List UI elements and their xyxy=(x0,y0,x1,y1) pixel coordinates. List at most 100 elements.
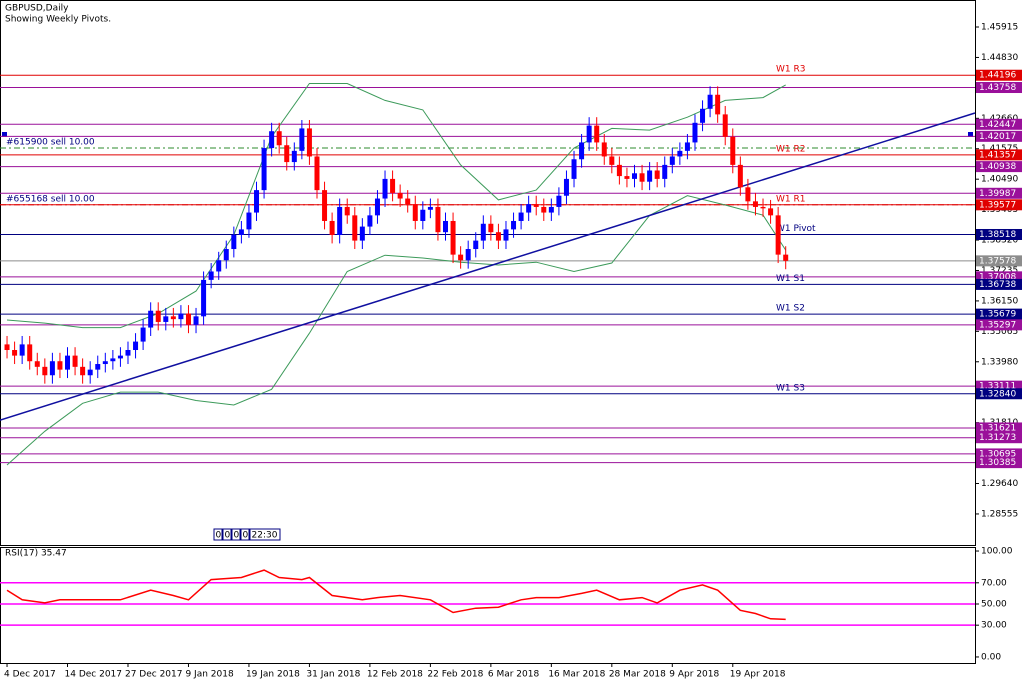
price-tag-label: 1.41357 xyxy=(979,150,1016,160)
candle-body xyxy=(201,279,207,317)
timer-label: 0 xyxy=(234,531,240,541)
x-tick-label: 6 Mar 2018 xyxy=(488,670,540,680)
x-tick-label: 12 Feb 2018 xyxy=(367,670,423,680)
candle-body xyxy=(563,178,569,196)
candle-body xyxy=(80,366,86,376)
price-tag xyxy=(976,187,1022,199)
price-panel-frame xyxy=(0,0,976,546)
timer-label: 0 xyxy=(243,531,249,541)
candle-body xyxy=(541,206,547,213)
timer-box xyxy=(222,528,232,541)
bollinger-lower xyxy=(6,195,787,466)
bollinger-upper xyxy=(6,83,786,329)
pivot-name: W1 S2 xyxy=(776,304,805,314)
price-tag xyxy=(976,118,1022,130)
price-tag xyxy=(976,432,1022,444)
price-tag-label: 1.32840 xyxy=(979,389,1016,399)
price-tag-label: 1.36738 xyxy=(979,280,1016,290)
candle-body xyxy=(745,187,751,202)
y-tick-label: 1.44830 xyxy=(981,53,1018,63)
candle-body xyxy=(503,229,509,241)
candle-body xyxy=(185,313,191,325)
rsi-title: RSI(17) 35.47 xyxy=(5,549,67,559)
pivot-name: W1 S3 xyxy=(776,383,805,393)
chart-subtitle: Showing Weekly Pivots. xyxy=(5,15,111,25)
candle-body xyxy=(102,361,108,365)
price-tag xyxy=(976,199,1022,211)
x-tick-label: 22 Feb 2018 xyxy=(427,670,483,680)
y-tick-label: 1.38320 xyxy=(981,236,1018,246)
candle-body xyxy=(632,173,638,179)
price-tag-label: 1.38518 xyxy=(979,230,1016,240)
candle-body xyxy=(405,198,411,205)
candle-body xyxy=(337,206,343,235)
pivot-name: W1 R2 xyxy=(776,144,805,154)
candle-body xyxy=(110,358,116,362)
order-label: #655168 sell 10.00 xyxy=(6,194,95,204)
candle-body xyxy=(140,327,146,342)
price-tag-label: 1.30695 xyxy=(979,449,1016,459)
price-tag-label: 1.35679 xyxy=(979,310,1016,320)
candle-body xyxy=(178,313,184,320)
candle-body xyxy=(465,249,471,261)
timer-box xyxy=(240,528,250,541)
candle-body xyxy=(87,369,93,376)
y-tick-label: 50.00 xyxy=(981,599,1007,609)
candle-body xyxy=(163,316,169,322)
candle-body xyxy=(261,148,267,191)
price-tag xyxy=(976,380,1022,392)
candle-body xyxy=(624,176,630,179)
order-label: #615900 sell 10.00 xyxy=(6,138,95,148)
candle-body xyxy=(533,204,539,207)
candle-body xyxy=(4,344,10,351)
y-tick-label: 1.40490 xyxy=(981,175,1018,185)
candle-body xyxy=(443,220,449,233)
candle-body xyxy=(677,150,683,157)
price-tag xyxy=(976,422,1022,434)
candle-body xyxy=(352,215,358,241)
candle-body xyxy=(752,201,758,207)
candle-body xyxy=(571,159,577,179)
price-tag-label: 1.37578 xyxy=(979,256,1016,266)
pivot-name: W1 R3 xyxy=(776,65,805,75)
price-tag xyxy=(976,69,1022,81)
candle-body xyxy=(397,192,403,199)
left-marker xyxy=(2,132,7,137)
y-tick-label: 1.33980 xyxy=(981,357,1018,367)
candle-body xyxy=(254,190,260,213)
candle-body xyxy=(579,142,585,160)
candle-body xyxy=(730,136,736,165)
candle-body xyxy=(223,249,229,261)
candle-body xyxy=(390,178,396,193)
price-tag xyxy=(976,278,1022,290)
price-tag-label: 1.39987 xyxy=(979,189,1016,199)
price-tag-label: 1.31273 xyxy=(979,433,1016,443)
timer-box xyxy=(213,528,223,541)
candle-body xyxy=(427,206,433,210)
candle-body xyxy=(435,206,441,233)
candle-body xyxy=(768,208,774,216)
candle-body xyxy=(518,212,524,221)
y-tick-label: 1.41575 xyxy=(981,144,1018,154)
candle-body xyxy=(208,271,214,280)
candle-body xyxy=(170,316,176,320)
candle-body xyxy=(700,108,706,123)
x-tick-label: 9 Apr 2018 xyxy=(669,670,719,680)
rsi-panel-frame xyxy=(0,547,976,664)
y-tick-label: 1.29640 xyxy=(981,479,1018,489)
candle-body xyxy=(42,366,48,376)
candle-body xyxy=(775,215,781,255)
candle-body xyxy=(344,206,350,216)
candle-body xyxy=(49,361,55,376)
candle-body xyxy=(269,131,275,149)
price-tag xyxy=(976,228,1022,240)
y-tick-label: 100.00 xyxy=(981,547,1013,557)
price-tag-label: 1.40938 xyxy=(979,162,1016,172)
candle-body xyxy=(374,198,380,216)
candle-body xyxy=(12,350,18,356)
candle-body xyxy=(155,310,161,322)
candle-body xyxy=(639,173,645,182)
price-tag-label: 1.39577 xyxy=(979,200,1016,210)
candle-body xyxy=(133,341,139,351)
